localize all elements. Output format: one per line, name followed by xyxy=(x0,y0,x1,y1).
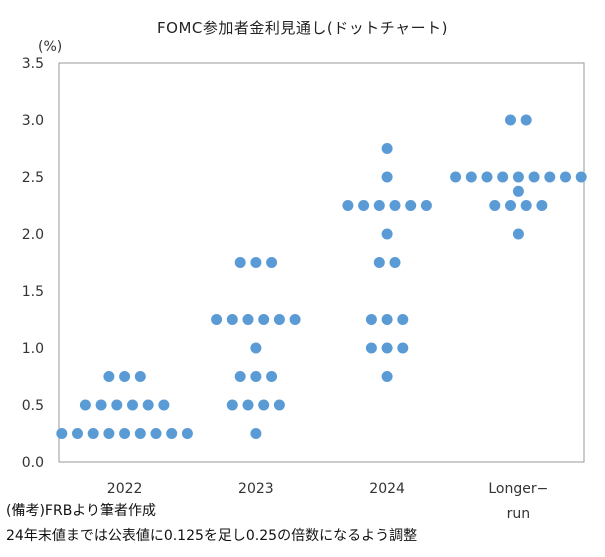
x-tick-label: run xyxy=(507,506,531,522)
data-dot xyxy=(512,228,524,240)
data-dot xyxy=(520,200,532,211)
data-dot xyxy=(365,342,377,354)
data-dot xyxy=(389,200,401,211)
data-dot xyxy=(489,200,501,211)
data-dot xyxy=(166,428,178,439)
data-dot xyxy=(119,428,131,439)
data-dot xyxy=(266,371,278,382)
y-tick-label: 1.0 xyxy=(22,341,44,357)
data-dot xyxy=(72,428,83,439)
data-dot xyxy=(266,257,278,268)
plot-area xyxy=(58,62,585,463)
data-dot xyxy=(465,171,477,183)
data-dot xyxy=(211,314,223,325)
y-tick-label: 3.0 xyxy=(22,113,44,129)
x-tick-label: 2023 xyxy=(238,481,274,497)
x-tick-label: 2024 xyxy=(369,481,405,497)
data-dot xyxy=(397,342,409,354)
data-dot xyxy=(512,171,524,183)
data-dot xyxy=(544,171,556,183)
data-dot xyxy=(79,399,91,411)
data-dot xyxy=(103,371,115,382)
data-dot xyxy=(56,428,68,439)
y-tick-label: 0.5 xyxy=(22,398,44,414)
data-dot xyxy=(250,342,262,354)
y-tick-label: 3.5 xyxy=(22,56,44,72)
data-dot xyxy=(250,428,262,439)
x-axis: 2022 2023 2024 Longer− run xyxy=(107,481,549,522)
data-dot xyxy=(242,399,254,411)
data-dot xyxy=(103,428,115,439)
data-dot xyxy=(134,428,146,439)
data-dot xyxy=(342,200,354,211)
data-dot xyxy=(373,257,385,268)
data-dot xyxy=(381,171,393,183)
data-dot xyxy=(575,171,587,183)
dot-series xyxy=(56,114,587,439)
y-axis-unit-label: (%) xyxy=(38,39,62,55)
data-dot xyxy=(111,399,123,411)
data-dot xyxy=(95,399,107,411)
data-dot xyxy=(505,114,516,126)
y-tick-label: 2.0 xyxy=(22,227,44,243)
data-dot xyxy=(381,228,393,240)
data-dot xyxy=(365,314,377,325)
data-dot xyxy=(273,399,285,411)
data-dot xyxy=(536,200,548,211)
data-dot xyxy=(381,314,393,325)
y-tick-label: 0.0 xyxy=(22,455,44,471)
data-dot xyxy=(258,314,270,325)
x-tick-label: Longer− xyxy=(488,481,548,497)
data-dot xyxy=(158,399,170,411)
x-tick-label: 2022 xyxy=(107,481,143,497)
data-dot xyxy=(528,171,540,183)
adjustment-note: 24年末値までは公表値に0.125を足し0.25の倍数になるよう調整 xyxy=(6,528,418,544)
y-tick-label: 2.5 xyxy=(22,170,44,186)
data-dot xyxy=(234,371,246,382)
data-dot xyxy=(512,185,524,197)
data-dot xyxy=(226,399,238,411)
data-dot xyxy=(127,399,138,411)
data-dot xyxy=(87,428,99,439)
data-dot xyxy=(560,171,571,183)
data-dot xyxy=(134,371,146,382)
data-dot xyxy=(234,257,246,268)
data-dot xyxy=(450,171,462,183)
data-dot xyxy=(373,200,385,211)
data-dot xyxy=(389,257,401,268)
data-dot xyxy=(226,314,238,325)
data-dot xyxy=(381,371,393,382)
data-dot xyxy=(381,342,393,354)
data-dot xyxy=(273,314,285,325)
data-dot xyxy=(150,428,162,439)
data-dot xyxy=(405,200,417,211)
data-dot xyxy=(250,257,262,268)
data-dot xyxy=(397,314,409,325)
data-dot xyxy=(142,399,154,411)
data-dot xyxy=(119,371,131,382)
data-dot xyxy=(520,114,532,126)
source-note: (備考)FRBより筆者作成 xyxy=(6,503,157,519)
data-dot xyxy=(250,371,262,382)
data-dot xyxy=(358,200,370,211)
data-dot xyxy=(420,200,432,211)
data-dot xyxy=(181,428,193,439)
data-dot xyxy=(497,171,509,183)
data-dot xyxy=(505,200,516,211)
chart-title: FOMC参加者金利見通し(ドットチャート) xyxy=(157,19,448,37)
data-dot xyxy=(289,314,301,325)
data-dot xyxy=(481,171,493,183)
data-dot xyxy=(381,143,393,154)
data-dot xyxy=(242,314,254,325)
y-axis: 0.0 0.5 1.0 1.5 2.0 2.5 3.0 3.5 xyxy=(22,56,44,471)
y-tick-label: 1.5 xyxy=(22,284,44,300)
data-dot xyxy=(258,399,270,411)
